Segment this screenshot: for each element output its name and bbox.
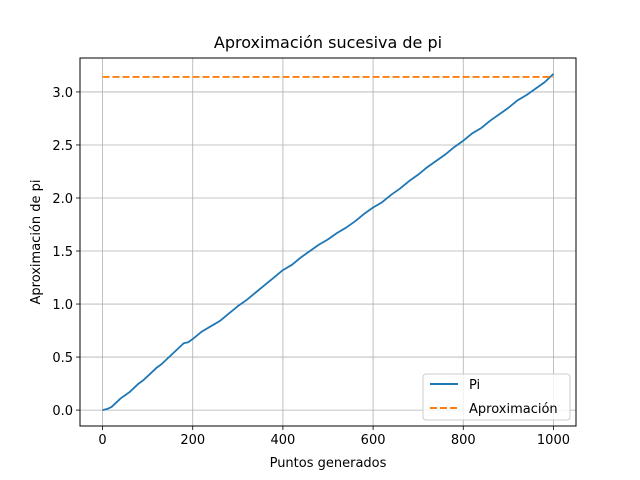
plot-frame [79, 57, 577, 427]
legend-label-pi: Pi [469, 378, 480, 393]
x-tick-label: 400 [270, 433, 295, 448]
y-tick-label: 2.5 [52, 139, 73, 154]
x-tick-label: 200 [180, 433, 205, 448]
y-tick-label: 0.0 [52, 404, 73, 419]
y-tick-label: 2.0 [52, 192, 73, 207]
x-tick-label: 1000 [537, 433, 570, 448]
y-tick-label: 0.5 [52, 351, 73, 366]
legend: Pi Aproximación [422, 373, 571, 421]
legend-label-aproximacion: Aproximación [469, 402, 558, 417]
y-axis-label: Aproximación de pi [29, 179, 44, 304]
chart-title: Aproximación sucesiva de pi [214, 33, 442, 52]
series-line-pi [102, 73, 555, 411]
legend-box [422, 373, 571, 421]
y-tick-label: 3.0 [52, 86, 73, 101]
x-tick-label: 600 [361, 433, 386, 448]
grid-lines [80, 58, 576, 426]
x-axis-ticks: 0 200 400 600 800 1000 [98, 426, 570, 448]
series-group [102, 73, 555, 411]
y-tick-label: 1.5 [52, 245, 73, 260]
x-axis-label: Puntos generados [270, 456, 387, 471]
y-tick-label: 1.0 [52, 298, 73, 313]
x-tick-label: 0 [98, 433, 106, 448]
x-tick-label: 800 [451, 433, 476, 448]
y-axis-ticks: 0.0 0.5 1.0 1.5 2.0 2.5 3.0 [52, 86, 80, 419]
